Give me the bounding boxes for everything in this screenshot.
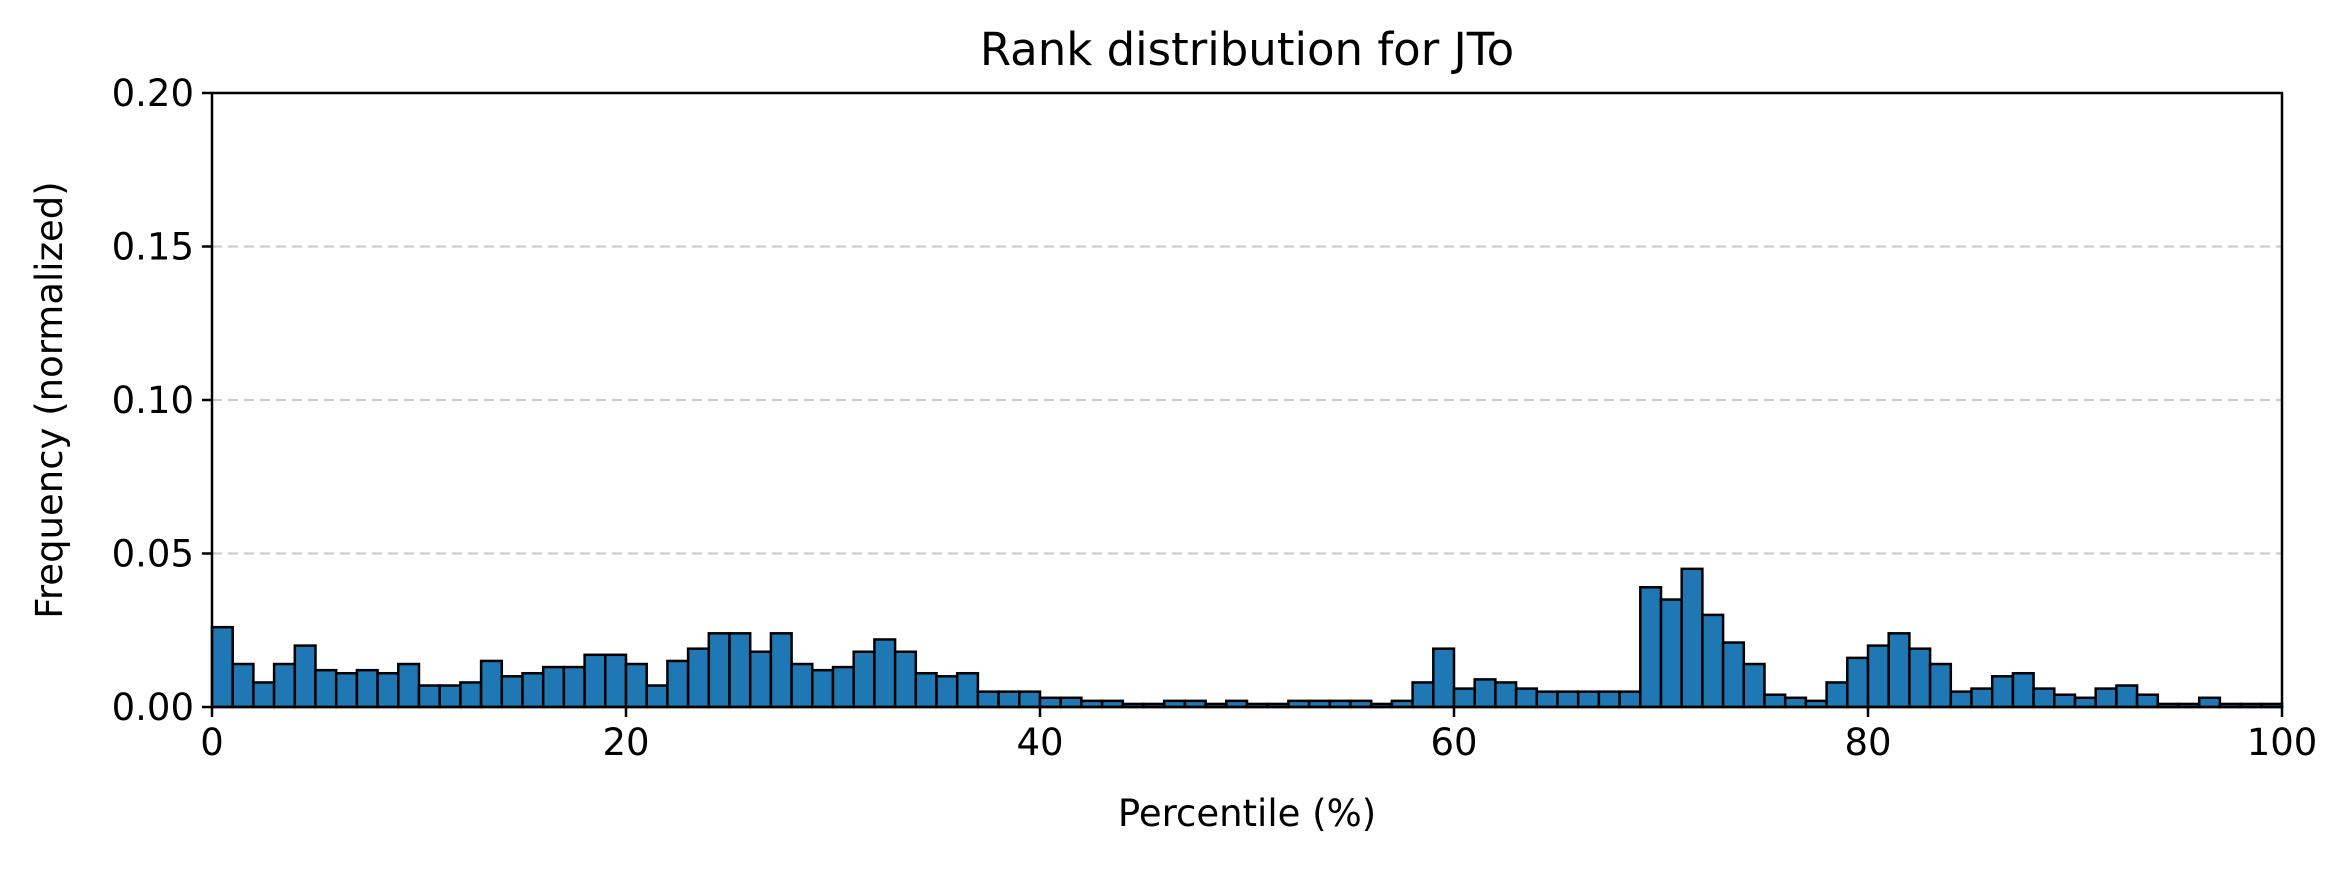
histogram-bar [438,684,462,709]
histogram-bar [521,671,545,709]
y-tick-label: 0.10 [112,379,194,422]
chart-title: Rank distribution for JTo [980,23,1514,76]
histogram-bar [2073,696,2097,709]
histogram-bar [210,625,234,709]
histogram-bar [562,665,586,709]
histogram-bar [666,659,690,709]
histogram-bar [1535,690,1559,709]
histogram-bar [397,662,421,709]
y-axis-label: Frequency (normalized) [28,181,71,618]
histogram-bar [2032,687,2056,709]
histogram-bar [417,684,441,709]
histogram-bar [1701,613,1725,709]
histogram-bar [997,690,1021,709]
histogram-bar [1597,690,1621,709]
histogram-bar [2115,684,2139,709]
histogram-bar [334,671,359,709]
histogram-bar [1949,690,1973,709]
histogram-bar [376,671,400,709]
x-tick-label: 60 [1430,721,1477,764]
histogram-bar [583,653,607,709]
histogram-bar [1556,690,1580,709]
histogram-bar [1887,632,1911,709]
histogram-bar [955,671,980,709]
grid-lines [212,245,2282,555]
histogram-bar [1494,681,1518,709]
histogram-bar [1659,598,1683,709]
histogram-bar [1763,693,1787,709]
x-tick-label: 80 [1844,721,1891,764]
histogram-bar [914,671,938,709]
histogram-bar [1866,644,1890,709]
y-tick-label: 0.20 [112,72,194,115]
histogram-bar [231,662,255,709]
histogram-bar [1825,681,1849,709]
histogram-bar [479,659,504,709]
histogram-bar [1514,687,1539,709]
histogram-bar [314,668,338,709]
histogram-bar [500,675,524,709]
histogram-bar [293,644,317,709]
histogram-bar [769,632,793,709]
histogram-bar [1990,675,2015,709]
histogram-bar [1742,662,1766,709]
histogram-bar [748,650,773,709]
histogram-bar [831,665,855,709]
histogram-bar [1680,567,1704,709]
histogram-bar [1783,696,1808,709]
histogram-bar [1639,586,1663,709]
histogram-bar [976,690,1000,709]
histogram-bar [541,665,566,709]
histogram-bar [1970,687,1994,709]
histogram-bar [1721,641,1746,709]
histogram-bar [1928,662,1953,709]
histogram-bar [1846,656,1870,709]
y-tick-label: 0.15 [112,226,194,269]
histogram-bar [2094,687,2118,709]
histogram-bar [2053,693,2077,709]
y-tick-label: 0.00 [112,686,194,729]
histogram-bar [707,632,731,709]
histogram-bar [1018,690,1042,709]
histogram-bar [893,650,918,709]
histogram-bar [873,638,897,709]
x-tick-label: 20 [602,721,649,764]
histogram-bar [811,668,835,709]
x-axis-label: Percentile (%) [1118,792,1376,835]
histogram-bar [935,675,959,709]
histogram-bar [459,681,483,709]
histogram-bar [1473,678,1497,709]
histogram-bar [1908,647,1932,709]
histogram-bar [1432,647,1456,709]
histogram-bar [645,684,669,709]
histogram-bar [604,653,628,709]
x-axis-ticks: 0 20 40 60 80 100 [200,707,2317,764]
histogram-bar [1452,687,1476,709]
x-tick-label: 40 [1016,721,1063,764]
histogram-bar [1576,690,1601,709]
histogram-bar [2135,693,2160,709]
histogram-bar [1618,690,1642,709]
histogram-bar [790,662,814,709]
y-tick-label: 0.05 [112,533,194,576]
histogram-bar [852,650,876,709]
x-tick-label: 100 [2247,721,2318,764]
histogram-bar [2011,671,2035,709]
histogram-bar [1038,696,1062,709]
histogram-bar [355,668,379,709]
histogram-bar [686,647,711,709]
histogram-bar [1059,696,1083,709]
histogram-bar [252,681,276,709]
histogram-bar [1411,681,1435,709]
y-axis-ticks: 0.00 0.05 0.10 0.15 0.20 [112,72,212,729]
histogram-bar [2197,696,2222,709]
histogram-bar [272,662,297,709]
histogram-bar [624,662,648,709]
histogram-bar [728,632,752,709]
x-tick-label: 0 [200,721,224,764]
